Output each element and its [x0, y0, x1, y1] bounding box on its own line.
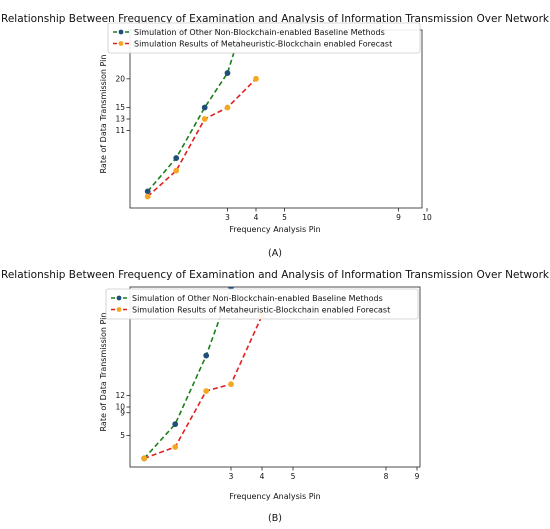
- panel-b-data-point: [172, 444, 179, 450]
- panel-a-x-tick-label: 4: [254, 213, 259, 222]
- panel-b-legend-label: Simulation Results of Metaheuristic-Bloc…: [132, 306, 390, 315]
- panel-b-x-tick-label: 5: [291, 472, 296, 481]
- panel-a-data-point: [201, 116, 208, 122]
- panel-b-chart-title: Relationship Between Frequency of Examin…: [1, 269, 550, 281]
- panel-a-caption: (A): [268, 248, 282, 259]
- panel-b-series-line-2: [143, 315, 263, 460]
- panel-b-x-tick-label: 9: [415, 472, 420, 481]
- panel-b-legend-box: [105, 288, 419, 320]
- panel-b-series-line-1: [143, 287, 232, 459]
- panel-b-y-axis-label: Rate of Data Transmission Pin: [99, 313, 108, 432]
- panel-b-data-point: [203, 352, 210, 359]
- panel-a-y-tick-label: 15: [115, 103, 125, 112]
- panel-b-data-point: [141, 455, 148, 462]
- panel-b-x-tick-label: 3: [229, 472, 234, 481]
- panel-b-x-axis-label: Frequency Analysis Pin: [229, 492, 320, 501]
- panel-a-y-tick-label: 11: [115, 126, 125, 135]
- panel-a-x-tick-label: 9: [396, 213, 401, 222]
- panel-a-y-tick-label: 13: [115, 115, 125, 124]
- panel-a-data-point: [224, 104, 231, 111]
- panel-a-series-2: [144, 75, 259, 200]
- panel-b-legend-swatch-marker: [116, 295, 122, 301]
- panel-b-y-tick-label: 9: [120, 408, 125, 417]
- panel-b-legend-swatch-marker: [116, 307, 122, 312]
- panel-b-caption: (B): [268, 513, 282, 524]
- panel-a-x-tick-label: 3: [225, 213, 230, 222]
- panel-b-y-tick-label: 5: [120, 431, 125, 440]
- panel-a-legend-swatch-marker: [118, 29, 124, 35]
- panel-a-y-axis-label: Rate of Data Transmission Pin: [99, 55, 108, 174]
- panel-b-data-point: [228, 381, 234, 388]
- panel-a-legend-box: [107, 22, 421, 54]
- panel-b-data-point: [203, 388, 210, 394]
- panel-a-data-point: [144, 188, 151, 195]
- panel-a-y-tick-label: 20: [115, 74, 125, 83]
- panel-a-chart-title: Relationship Between Frequency of Examin…: [1, 13, 550, 25]
- panel-a-legend-label: Simulation of Other Non-Blockchain-enabl…: [134, 28, 385, 37]
- panel-a-plot-frame: [129, 29, 423, 209]
- panel-b-series-2: [141, 312, 265, 462]
- panel-b-data-point: [172, 421, 179, 428]
- panel-a-data-point: [224, 70, 231, 76]
- panel-a-data-point: [253, 75, 259, 82]
- panel-a-series-line-2: [147, 78, 257, 198]
- panel-b-legend-label: Simulation of Other Non-Blockchain-enabl…: [132, 294, 383, 303]
- panel-a-data-point: [173, 155, 180, 161]
- panel-a-data-point: [173, 167, 180, 174]
- panel-a-x-axis-label: Frequency Analysis Pin: [229, 225, 320, 234]
- panel-a-legend-label: Simulation Results of Metaheuristic-Bloc…: [134, 40, 392, 49]
- panel-b-y-tick-label: 10: [115, 403, 125, 412]
- panel-b-x-tick-label: 8: [384, 472, 389, 481]
- panel-a-x-tick-label: 5: [282, 213, 287, 222]
- panel-b-plot-frame: [129, 286, 421, 468]
- panel-a-data-point: [144, 193, 151, 200]
- panel-b-x-tick-label: 4: [260, 472, 265, 481]
- panel-a-data-point: [201, 104, 208, 111]
- panel-a-x-tick-label: 10: [422, 213, 432, 222]
- panel-b-y-tick-label: 12: [115, 391, 125, 400]
- panel-a-legend-swatch-marker: [118, 41, 124, 46]
